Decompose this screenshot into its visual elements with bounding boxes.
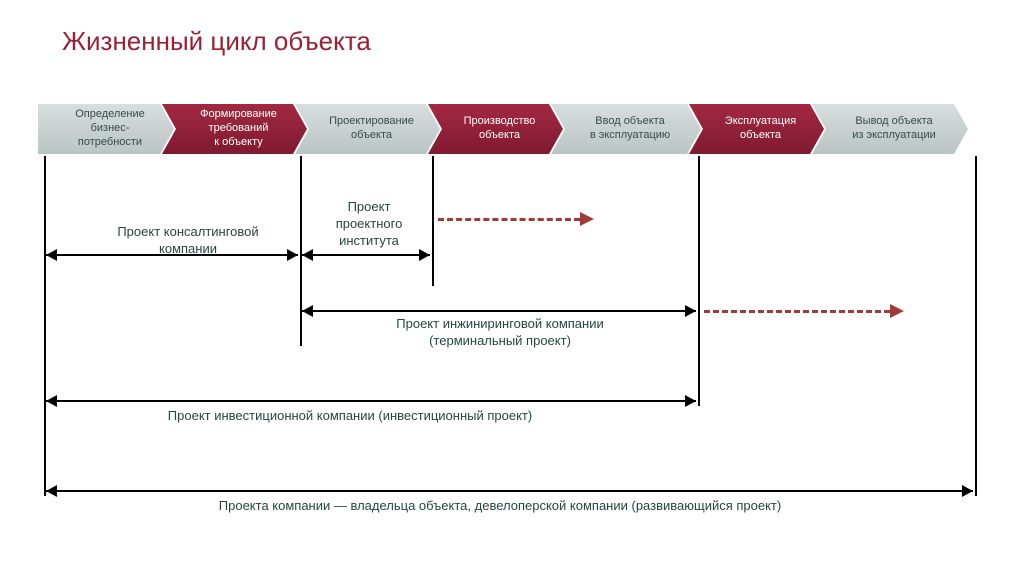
span-arrow-right-2 [685,305,696,317]
stage-chevron-4: Ввод объекта в эксплуатацию [551,104,701,154]
span-bar-4 [46,490,973,492]
span-arrow-left-3 [46,395,57,407]
vline-2 [432,156,434,286]
vline-4 [975,156,977,496]
span-arrow-right-1 [419,249,430,261]
vline-3 [698,156,700,406]
span-arrow-left-0 [46,249,57,261]
span-label-0: Проект консалтинговой компании [88,224,288,258]
span-arrow-right-4 [962,485,973,497]
span-arrow-right-3 [685,395,696,407]
dashed-arrow-0 [438,218,580,221]
stage-chevron-2: Проектирование объекта [295,104,440,154]
stage-chevron-1: Формирование требований к объекту [162,104,307,154]
span-bar-2 [302,310,696,312]
stage-chevron-6: Вывод объекта из эксплуатации [812,104,968,154]
dashed-arrow-head-1 [890,304,904,318]
span-arrow-right-0 [287,249,298,261]
stage-chevron-3: Производство объекта [428,104,563,154]
span-label-4: Проекта компании — владельца объекта, де… [140,498,860,515]
span-bar-1 [302,254,430,256]
dashed-arrow-1 [704,310,890,313]
stage-chevron-5: Эксплуатация объекта [689,104,824,154]
chevron-row: Определение бизнес- потребностиФормирова… [38,104,986,154]
span-label-1: Проект проектного института [310,199,428,250]
span-arrow-left-4 [46,485,57,497]
page-title: Жизненный цикл объекта [62,26,371,57]
span-arrow-left-1 [302,249,313,261]
dashed-arrow-head-0 [580,212,594,226]
span-arrow-left-2 [302,305,313,317]
stage-chevron-0: Определение бизнес- потребности [38,104,174,154]
vline-0 [44,156,46,496]
span-bar-3 [46,400,696,402]
span-label-3: Проект инвестиционной компании (инвестиц… [120,408,580,425]
span-label-2: Проект инжиниринговой компании (терминал… [365,316,635,350]
